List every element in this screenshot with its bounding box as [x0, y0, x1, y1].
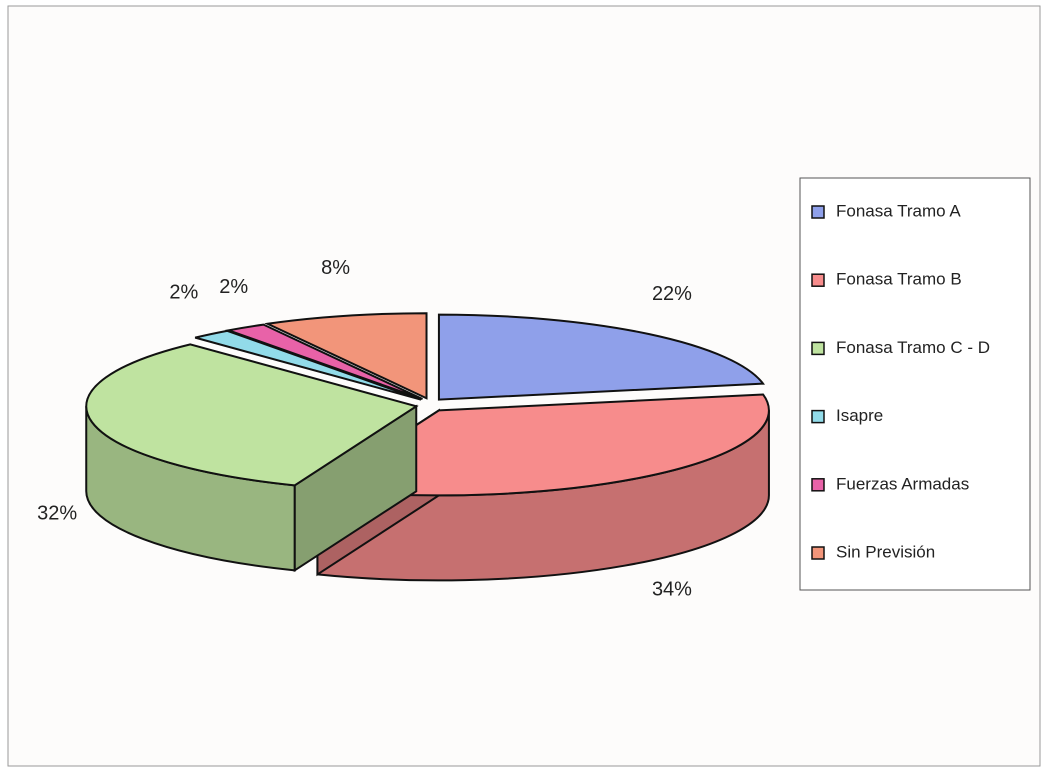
slice-top	[264, 312, 428, 400]
legend-box	[799, 177, 1031, 591]
legend: Fonasa Tramo A Fonasa Tramo B Fonasa Tramo…	[811, 201, 990, 561]
pie-slice	[85, 343, 419, 573]
data-label: 34%	[652, 579, 692, 601]
slice-top	[224, 323, 423, 401]
data-label: 32%	[37, 503, 77, 525]
legend-label: Fonasa Tramo B	[836, 270, 962, 289]
legend-label: Fonasa Tramo A	[836, 201, 961, 220]
legend-label: Fuerzas Armadas	[836, 474, 969, 493]
legend-label: Isapre	[836, 406, 883, 425]
legend-swatch	[811, 205, 825, 219]
pie-slice	[224, 323, 423, 401]
data-label: 2%	[219, 276, 248, 298]
legend-swatch	[811, 341, 825, 356]
legend-swatch	[811, 409, 825, 424]
slice-top	[437, 313, 765, 401]
data-label: 2%	[169, 282, 198, 304]
data-label: 8%	[321, 257, 350, 279]
legend-label: Sin Previsión	[836, 542, 935, 561]
slice-top	[85, 343, 419, 487]
legend-label: Fonasa Tramo C - D	[836, 338, 990, 357]
legend-swatch	[811, 478, 825, 492]
legend-swatch	[811, 273, 825, 287]
legend-swatch	[811, 546, 825, 560]
pie-slice	[264, 312, 428, 400]
pie-slice	[437, 313, 765, 401]
data-label: 22%	[652, 283, 692, 305]
